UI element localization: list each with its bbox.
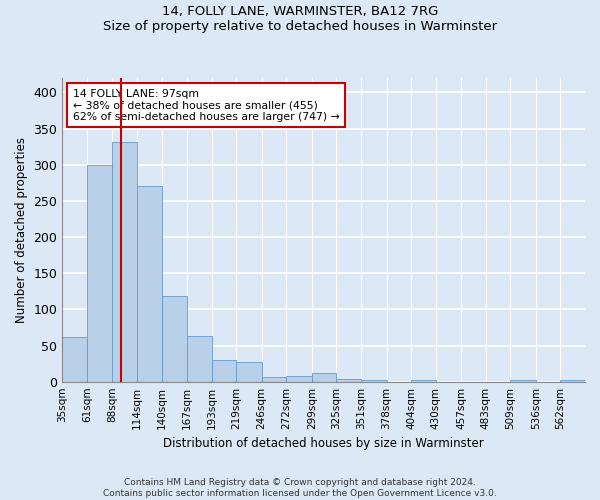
Text: 14 FOLLY LANE: 97sqm
← 38% of detached houses are smaller (455)
62% of semi-deta: 14 FOLLY LANE: 97sqm ← 38% of detached h… bbox=[73, 88, 340, 122]
Bar bbox=[62, 337, 87, 382]
Bar bbox=[312, 373, 337, 382]
Bar bbox=[137, 186, 161, 382]
Bar bbox=[161, 296, 187, 382]
Bar bbox=[337, 379, 361, 382]
Bar bbox=[87, 165, 112, 382]
Bar bbox=[212, 360, 236, 382]
Bar bbox=[236, 362, 262, 382]
Bar bbox=[411, 380, 436, 382]
Bar bbox=[112, 142, 137, 382]
Text: Contains HM Land Registry data © Crown copyright and database right 2024.
Contai: Contains HM Land Registry data © Crown c… bbox=[103, 478, 497, 498]
Bar bbox=[560, 380, 585, 382]
Bar bbox=[262, 376, 286, 382]
Bar bbox=[511, 380, 536, 382]
Bar bbox=[286, 376, 312, 382]
Text: 14, FOLLY LANE, WARMINSTER, BA12 7RG
Size of property relative to detached house: 14, FOLLY LANE, WARMINSTER, BA12 7RG Siz… bbox=[103, 5, 497, 33]
Bar bbox=[187, 336, 212, 382]
X-axis label: Distribution of detached houses by size in Warminster: Distribution of detached houses by size … bbox=[163, 437, 484, 450]
Bar bbox=[361, 380, 386, 382]
Y-axis label: Number of detached properties: Number of detached properties bbox=[15, 137, 28, 323]
